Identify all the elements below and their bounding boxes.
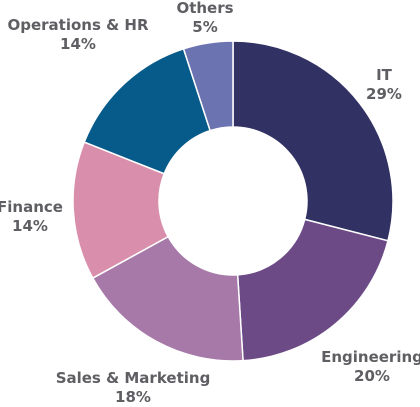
label-it: IT xyxy=(376,66,393,84)
value-it: 29% xyxy=(366,85,402,103)
value-finance: 14% xyxy=(12,217,48,235)
label-sales-marketing: Sales & Marketing xyxy=(56,369,211,387)
value-engineering: 20% xyxy=(354,367,390,385)
label-finance: Finance xyxy=(0,198,63,216)
label-operations-hr: Operations & HR xyxy=(7,16,148,34)
slice-it xyxy=(232,40,394,242)
slice-others xyxy=(182,40,234,132)
slice-engineering xyxy=(236,218,389,362)
label-others: Others xyxy=(176,0,233,17)
slice-sales-marketing xyxy=(91,235,244,362)
value-operations-hr: 14% xyxy=(60,35,96,53)
label-engineering: Engineering xyxy=(321,348,420,366)
value-others: 5% xyxy=(192,18,217,36)
value-sales-marketing: 18% xyxy=(115,388,151,406)
